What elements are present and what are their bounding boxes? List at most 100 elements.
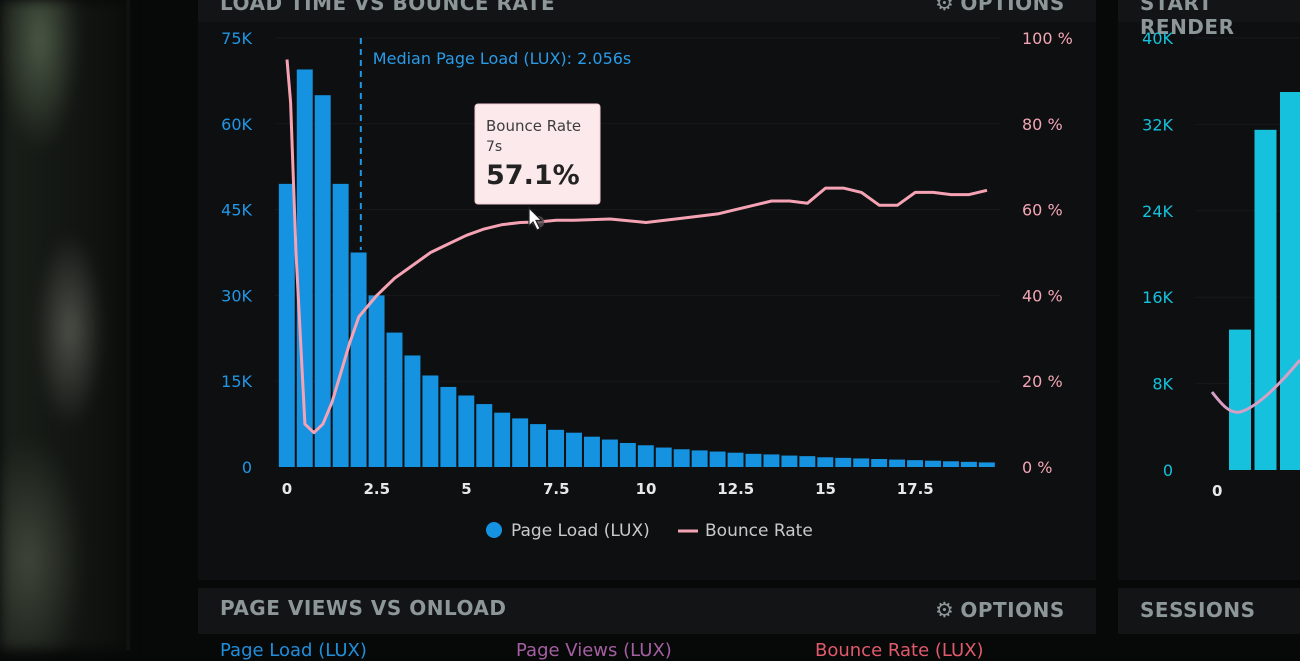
start-render-y-tick-label: 8K xyxy=(1152,375,1173,394)
x-tick-label: 15 xyxy=(815,480,836,498)
x-tick-label: 5 xyxy=(461,480,471,498)
y-right-tick-label: 20 % xyxy=(1022,372,1063,391)
load-time-panel-title: LOAD TIME VS BOUNCE RATE xyxy=(220,0,556,15)
y-left-tick-label: 15K xyxy=(221,372,252,391)
x-tick-label: 0 xyxy=(282,480,292,498)
page-load-bar xyxy=(817,457,834,467)
monitor-bezel-blur xyxy=(0,0,128,650)
start-render-y-tick-label: 24K xyxy=(1142,202,1173,221)
x-tick-label: 7.5 xyxy=(543,480,570,498)
start-render-panel-header xyxy=(1118,0,1300,22)
page-load-bar xyxy=(368,295,385,467)
y-left-tick-label: 0 xyxy=(242,458,252,477)
y-left-tick-label: 45K xyxy=(221,201,252,220)
page-views-options-button[interactable]: ⚙ OPTIONS xyxy=(935,598,1065,622)
page-load-bar xyxy=(458,395,475,467)
y-right-tick-label: 40 % xyxy=(1022,286,1063,305)
y-right-tick-label: 100 % xyxy=(1022,29,1073,48)
page-load-bar xyxy=(907,460,924,467)
page-load-bar xyxy=(332,183,349,468)
x-tick-label: 12.5 xyxy=(717,480,754,498)
start-render-y-tick-label: 16K xyxy=(1142,288,1173,307)
gear-icon: ⚙ xyxy=(935,0,955,15)
x-tick-label: 17.5 xyxy=(897,480,934,498)
bounce-rate-line xyxy=(285,59,988,435)
options-label: OPTIONS xyxy=(960,598,1065,622)
page-load-bar xyxy=(978,462,995,467)
start-render-y-tick-label: 0 xyxy=(1163,461,1173,480)
page-load-bar xyxy=(601,439,618,467)
page-load-bar xyxy=(386,332,403,467)
page-load-bar xyxy=(925,460,941,467)
legend-marker-page-load xyxy=(486,522,502,538)
options-label: OPTIONS xyxy=(960,0,1065,15)
page-load-bar xyxy=(404,355,421,467)
page-load-bar xyxy=(619,442,636,467)
y-left-tick-label: 30K xyxy=(221,286,252,305)
start-render-bar xyxy=(1229,329,1251,470)
page-views-legend-item: Bounce Rate (LUX) xyxy=(815,640,984,661)
page-load-bar xyxy=(278,183,295,468)
load-time-options-button[interactable]: ⚙ OPTIONS xyxy=(935,0,1065,15)
bounce-rate-tooltip: Bounce Rate 7s 57.1% xyxy=(474,103,601,205)
page-load-bar xyxy=(512,418,529,467)
x-tick-label: 10 xyxy=(636,480,657,498)
load-time-chart: Median Page Load (LUX): 2.056s 0 15K 30K 45… xyxy=(221,29,1300,541)
start-render-y-tick-label: 40K xyxy=(1142,29,1173,48)
page-load-bar xyxy=(530,424,547,467)
page-views-legend-item: Page Load (LUX) xyxy=(220,640,367,661)
page-load-bar xyxy=(637,445,654,467)
start-render-bar xyxy=(1254,129,1277,471)
tooltip-x: 7s xyxy=(486,139,502,155)
page-load-bar xyxy=(494,412,511,467)
page-load-bar xyxy=(727,452,744,467)
load-time-panel-header xyxy=(198,0,1096,22)
page-load-bar xyxy=(422,375,439,467)
y-left-tick-label: 60K xyxy=(221,115,252,134)
start-render-panel-title: START RENDER xyxy=(1140,0,1235,39)
page-load-bar xyxy=(835,457,852,467)
y-right-tick-label: 80 % xyxy=(1022,115,1063,134)
page-load-bar xyxy=(709,451,726,467)
page-load-bar xyxy=(889,459,906,467)
page-load-bar xyxy=(655,447,672,467)
page-load-bar xyxy=(781,455,798,467)
legend-label-bounce-rate: Bounce Rate xyxy=(705,521,813,541)
page-load-bar xyxy=(871,458,888,467)
median-marker-label: Median Page Load (LUX): 2.056s xyxy=(373,49,631,68)
monitor-bezel-edge xyxy=(126,0,130,650)
page-load-bar xyxy=(476,404,493,467)
page-load-bar xyxy=(745,453,762,467)
start-render-line xyxy=(1210,359,1300,414)
start-render-bar xyxy=(1280,92,1300,470)
legend-label-page-load: Page Load (LUX) xyxy=(511,521,650,541)
mouse-cursor-icon xyxy=(528,206,543,231)
page-load-bar xyxy=(673,449,690,467)
tooltip-value: 57.1% xyxy=(486,160,580,191)
y-right-tick-label: 60 % xyxy=(1022,201,1063,220)
gear-icon: ⚙ xyxy=(935,598,955,622)
page-load-bar xyxy=(691,450,708,467)
page-load-bar xyxy=(314,95,331,467)
page-views-panel-title: PAGE VIEWS VS ONLOAD xyxy=(220,596,507,620)
page-load-bar xyxy=(566,432,582,467)
page-load-bar xyxy=(799,456,816,467)
start-render-x-tick: 0 xyxy=(1212,482,1222,500)
page-load-bar xyxy=(960,461,977,467)
sessions-panel-header xyxy=(1118,588,1300,634)
y-right-tick-label: 0 % xyxy=(1022,458,1052,477)
x-tick-label: 2.5 xyxy=(363,480,390,498)
sessions-panel-title: SESSIONS xyxy=(1140,598,1256,622)
page-views-panel-header xyxy=(198,588,1096,634)
y-left-tick-label: 75K xyxy=(221,29,252,48)
start-render-y-tick-label: 32K xyxy=(1142,115,1173,134)
chart-legend: Page Load (LUX) Bounce Rate xyxy=(486,521,813,541)
page-load-bar xyxy=(853,458,870,467)
tooltip-series: Bounce Rate xyxy=(486,117,581,135)
page-load-bar xyxy=(548,429,565,467)
page-load-bar xyxy=(440,386,457,467)
page-views-legend-item: Page Views (LUX) xyxy=(516,640,672,661)
page-load-bar xyxy=(763,454,780,467)
page-load-bar xyxy=(350,252,367,467)
page-load-bar xyxy=(583,436,600,467)
